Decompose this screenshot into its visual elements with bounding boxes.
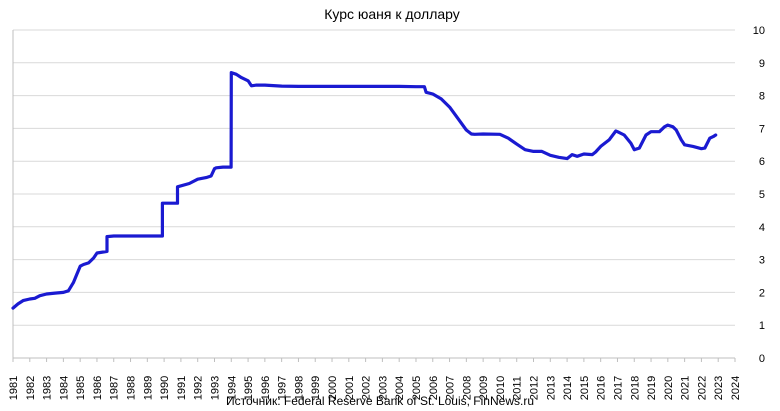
y-tick-label: 0 (759, 353, 765, 365)
x-tick-label: 1997 (277, 376, 289, 400)
y-axis-ticks: 0 1 2 3 4 5 6 7 8 9 10 (753, 25, 765, 365)
x-tick-label: 2022 (696, 376, 708, 400)
x-tick-label: 1998 (293, 376, 305, 400)
x-tick-label: 1987 (109, 376, 121, 400)
grid-lines (13, 29, 735, 359)
x-tick-label: 2004 (394, 376, 406, 400)
x-tick-label: 1993 (209, 376, 221, 400)
x-tick-label: 2005 (411, 376, 423, 400)
x-tick-label: 2021 (680, 376, 692, 400)
x-tick-label: 2007 (445, 376, 457, 400)
x-tick-label: 1996 (260, 376, 272, 400)
x-tick-label: 2014 (562, 376, 574, 400)
y-tick-label: 2 (759, 287, 765, 299)
x-tick-label: 2020 (663, 376, 675, 400)
chart-title: Курс юаня к доллару (324, 6, 460, 22)
x-tick-label: 1986 (92, 376, 104, 400)
axes (12, 30, 735, 359)
x-tick-label: 1994 (226, 376, 238, 400)
x-tick-label: 2024 (730, 376, 742, 400)
x-tick-label: 2008 (461, 376, 473, 400)
x-tick-label: 2017 (612, 376, 624, 400)
source-note: Источник: Federal Reserve Bank of St. Lo… (226, 394, 534, 408)
x-tick-label: 2001 (344, 376, 356, 400)
x-tick-label: 1982 (25, 376, 37, 400)
x-tick-label: 1992 (193, 376, 205, 400)
x-tick-label: 1995 (243, 376, 255, 400)
x-tick-label: 2010 (495, 376, 507, 400)
x-tick-label: 2016 (596, 376, 608, 400)
x-tick-label: 2011 (512, 376, 524, 400)
x-tick-label: 1981 (8, 376, 20, 400)
x-tick-label: 1990 (159, 376, 171, 400)
x-tick-label: 1983 (42, 376, 54, 400)
x-tick-label: 2000 (327, 376, 339, 400)
y-tick-label: 5 (759, 189, 765, 201)
y-tick-label: 8 (759, 91, 765, 103)
y-tick-label: 1 (759, 320, 765, 332)
x-tick-label: 2003 (377, 376, 389, 400)
x-tick-label: 2009 (478, 376, 490, 400)
x-tick-label: 1988 (126, 376, 138, 400)
y-tick-label: 4 (759, 222, 765, 234)
x-tick-label: 2006 (428, 376, 440, 400)
x-tick-label: 1985 (75, 376, 87, 400)
series-line (11, 70, 718, 310)
x-tick-label: 1991 (176, 376, 188, 400)
x-tick-label: 2023 (713, 376, 725, 400)
y-tick-label: 9 (759, 58, 765, 70)
y-tick-label: 7 (759, 123, 765, 135)
y-tick-label: 6 (759, 156, 765, 168)
x-tick-label: 2002 (361, 376, 373, 400)
x-tick-label: 1999 (310, 376, 322, 400)
x-tick-label: 2018 (629, 376, 641, 400)
x-tick-label: 1989 (142, 376, 154, 400)
series-layer (11, 70, 718, 310)
x-tick-label: 2015 (579, 376, 591, 400)
x-tick-label: 2019 (646, 376, 658, 400)
x-axis-ticks: 1981 1982 1983 1984 1985 1986 1987 1988 1989 1990… (8, 358, 742, 400)
x-tick-label: 1984 (58, 376, 70, 400)
y-tick-label: 3 (759, 255, 765, 267)
x-tick-label: 2013 (545, 376, 557, 400)
y-tick-label: 10 (753, 25, 765, 37)
x-tick-label: 2012 (529, 376, 541, 400)
